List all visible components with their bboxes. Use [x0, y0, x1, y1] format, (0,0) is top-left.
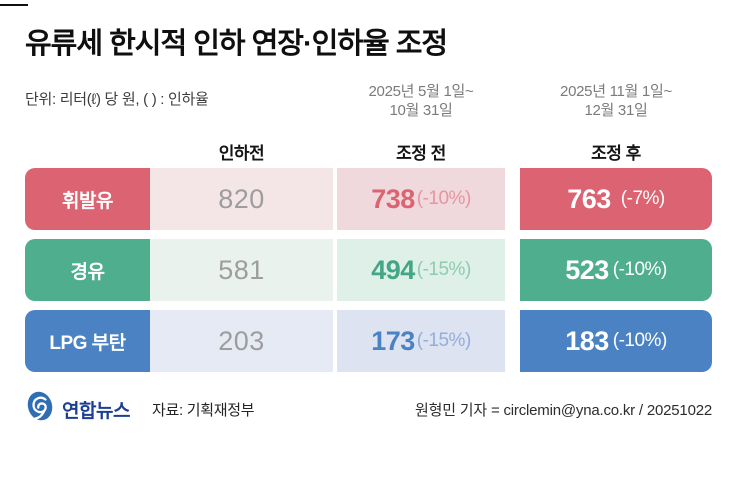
period-adjust-before: 2025년 5월 1일~ 10월 31일 — [337, 82, 505, 120]
cell-lpg-adjust-after: 183 (-10%) — [520, 310, 712, 372]
cell-diesel-before-cut: 581 — [150, 239, 333, 301]
rate-gasoline-adjust-before: (-10%) — [416, 188, 472, 209]
value-diesel-adjust-after: 523 — [565, 254, 609, 285]
rate-diesel-adjust-before: (-15%) — [416, 259, 472, 280]
value-diesel-adjust-before: 494 — [371, 254, 415, 285]
cell-diesel-adjust-after: 523 (-10%) — [520, 239, 712, 301]
reporter-credit: 원형민 기자 = circlemin@yna.co.kr / 20251022 — [415, 402, 712, 419]
top-left-tick-line — [0, 4, 28, 6]
period-adjust-after: 2025년 11월 1일~ 12월 31일 — [520, 82, 712, 120]
rate-diesel-adjust-after: (-10%) — [612, 259, 668, 280]
table-row-gasoline: 휘발유 820 738 (-10%) 763 (-7%) — [25, 168, 712, 230]
rate-gasoline-adjust-after: (-7%) — [620, 188, 665, 209]
row-label-lpg-butane: LPG 부탄 — [25, 310, 150, 372]
value-gasoline-adjust-before: 738 — [371, 183, 415, 214]
period-adjust-after-line1: 2025년 11월 1일~ — [560, 83, 672, 100]
cell-gasoline-adjust-after: 763 (-7%) — [520, 168, 712, 230]
cell-gasoline-adjust-before: 738 (-10%) — [337, 168, 505, 230]
table-row-lpg-butane: LPG 부탄 203 173 (-15%) 183 (-10%) — [25, 310, 712, 372]
row-label-gasoline: 휘발유 — [25, 168, 150, 230]
row-label-diesel: 경유 — [25, 239, 150, 301]
period-adjust-after-line2: 12월 31일 — [584, 102, 648, 119]
cell-lpg-before-cut: 203 — [150, 310, 333, 372]
column-header-adjust-after: 조정 후 — [591, 144, 641, 163]
cell-lpg-adjust-before: 173 (-15%) — [337, 310, 505, 372]
value-lpg-adjust-after: 183 — [565, 325, 609, 356]
period-adjust-before-line1: 2025년 5월 1일~ — [368, 83, 474, 100]
value-gasoline-adjust-after: 763 — [567, 183, 611, 214]
column-header-adjust-before: 조정 전 — [396, 144, 446, 163]
unit-note: 단위: 리터(ℓ) 당 원, ( ) : 인하율 — [25, 91, 209, 108]
column-header-before-cut: 인하전 — [218, 144, 265, 163]
rate-lpg-adjust-after: (-10%) — [612, 330, 668, 351]
agency-name: 연합뉴스 — [62, 401, 130, 422]
cell-diesel-adjust-before: 494 (-15%) — [337, 239, 505, 301]
rate-lpg-adjust-before: (-15%) — [416, 330, 472, 351]
cell-gasoline-before-cut: 820 — [150, 168, 333, 230]
period-adjust-before-line2: 10월 31일 — [389, 102, 453, 119]
page-title: 유류세 한시적 인하 연장·인하율 조정 — [25, 28, 448, 60]
table-row-diesel: 경유 581 494 (-15%) 523 (-10%) — [25, 239, 712, 301]
yonhap-logo-icon — [27, 391, 53, 421]
data-source: 자료: 기획재정부 — [152, 402, 255, 419]
value-lpg-adjust-before: 173 — [371, 325, 415, 356]
